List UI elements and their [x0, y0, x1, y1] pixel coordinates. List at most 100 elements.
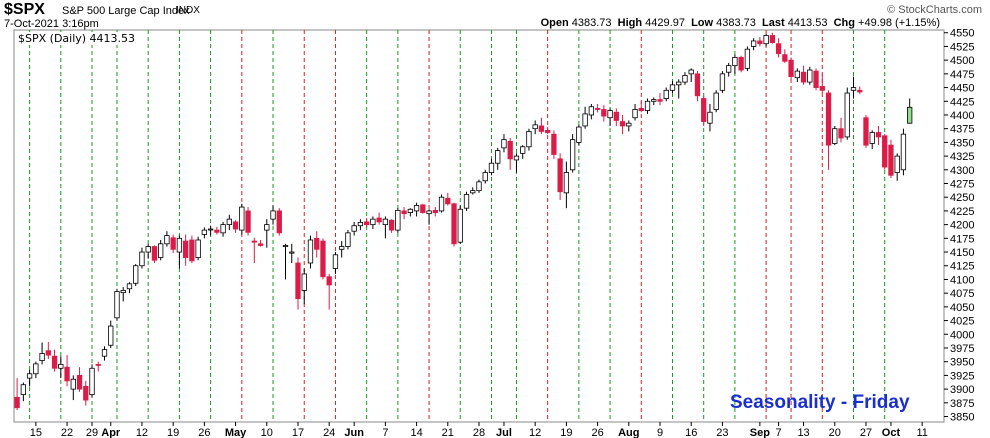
candle-body: [320, 240, 326, 278]
candle-body: [813, 70, 819, 88]
candle-body: [395, 209, 401, 231]
y-tick-label: 4550: [950, 28, 974, 40]
y-tick-label: 3950: [950, 357, 974, 369]
candle-body: [719, 73, 726, 91]
x-tick-label: 15: [30, 427, 42, 438]
x-tick-label: 14: [410, 427, 422, 438]
candle-body: [314, 237, 320, 250]
last-label: Last: [762, 17, 785, 29]
candle-body: [239, 206, 245, 231]
candle-body: [757, 40, 763, 45]
candle-body: [538, 125, 545, 132]
candle-body: [407, 208, 413, 213]
candle-body: [819, 86, 825, 91]
last-value: 4413.53: [787, 17, 828, 29]
candle-body: [713, 92, 719, 110]
candle-body: [95, 364, 101, 366]
candle-body: [463, 194, 470, 209]
candle-body: [89, 367, 95, 395]
candle-body: [108, 325, 114, 346]
candle-body: [501, 139, 507, 149]
candle-body: [257, 243, 264, 246]
candle-body: [825, 92, 832, 146]
candle-body: [807, 69, 813, 83]
x-tick-label: 26: [591, 427, 603, 438]
ohlc-readout: Open 4383.73 High 4429.97 Low 4383.73 La…: [541, 17, 940, 29]
x-tick-label: 20: [829, 427, 841, 438]
x-tick-label: 22: [61, 427, 73, 438]
x-tick-label: 27: [860, 427, 872, 438]
candle-body: [295, 262, 301, 300]
y-tick-label: 4450: [950, 83, 974, 95]
chg-value: +49.98 (+1.15%): [858, 17, 940, 29]
candle-body: [507, 140, 513, 160]
candle-body: [488, 162, 495, 173]
candle-body: [289, 251, 295, 254]
candle-body: [563, 172, 570, 194]
x-tick-label: 13: [797, 427, 809, 438]
candle-body: [114, 291, 120, 319]
y-tick-label: 3925: [950, 370, 974, 382]
candle-body: [882, 135, 888, 168]
candle-body: [251, 240, 257, 243]
candle-body: [139, 251, 145, 267]
candle-body: [838, 128, 844, 139]
y-tick-label: 4200: [950, 220, 974, 232]
candle-body: [182, 240, 189, 258]
candle-body: [207, 228, 214, 231]
candle-body: [201, 229, 208, 235]
candle-body: [370, 218, 376, 226]
candle-body: [726, 65, 732, 73]
candle-body: [282, 245, 289, 247]
candle-body: [357, 222, 364, 227]
y-tick-label: 4525: [950, 41, 974, 53]
candle-body: [688, 69, 694, 75]
symbol-title: $SPX: [4, 1, 45, 18]
candle-body: [576, 126, 582, 143]
candle-body: [707, 111, 713, 124]
candle-body: [245, 210, 251, 233]
candle-body: [676, 81, 682, 86]
candle-body: [857, 89, 863, 93]
candle-body: [382, 218, 389, 226]
candle-body: [470, 190, 476, 194]
candle-body: [51, 355, 58, 369]
x-tick-label: Jul: [496, 427, 512, 438]
open-label: Open: [540, 17, 569, 29]
y-tick-label: 4000: [950, 329, 974, 341]
x-tick-label: 10: [261, 427, 273, 438]
candle-body: [76, 374, 83, 390]
candle-body: [45, 350, 51, 356]
candle-body: [657, 99, 663, 102]
y-tick-label: 4375: [950, 124, 974, 136]
candle-body: [701, 98, 707, 122]
y-tick-label: 4300: [950, 165, 974, 177]
candle-body: [126, 283, 133, 290]
candle-body: [457, 208, 463, 243]
candle-body: [376, 217, 382, 223]
chg-label: Chg: [833, 17, 855, 29]
candle-body: [844, 92, 850, 138]
candle-body: [232, 221, 239, 230]
candle-body: [420, 204, 426, 213]
candle-body: [775, 43, 782, 54]
x-tick-label: 28: [473, 427, 485, 438]
candlestick-series: [14, 32, 913, 410]
candle-body: [894, 155, 900, 173]
low-label: Low: [691, 17, 714, 29]
candle-body: [164, 235, 170, 245]
y-tick-label: 4325: [950, 151, 974, 163]
x-tick-label: 19: [560, 427, 572, 438]
y-tick-label: 4175: [950, 233, 974, 245]
y-tick-label: 3975: [950, 343, 974, 355]
candle-body: [214, 229, 220, 233]
x-tick-label: 12: [529, 427, 541, 438]
candle-body: [582, 113, 588, 127]
candle-body: [782, 54, 788, 62]
candle-body: [738, 57, 744, 71]
exchange-label: INDX: [176, 5, 200, 16]
candle-body: [900, 133, 907, 171]
x-tick-label: May: [225, 427, 247, 438]
